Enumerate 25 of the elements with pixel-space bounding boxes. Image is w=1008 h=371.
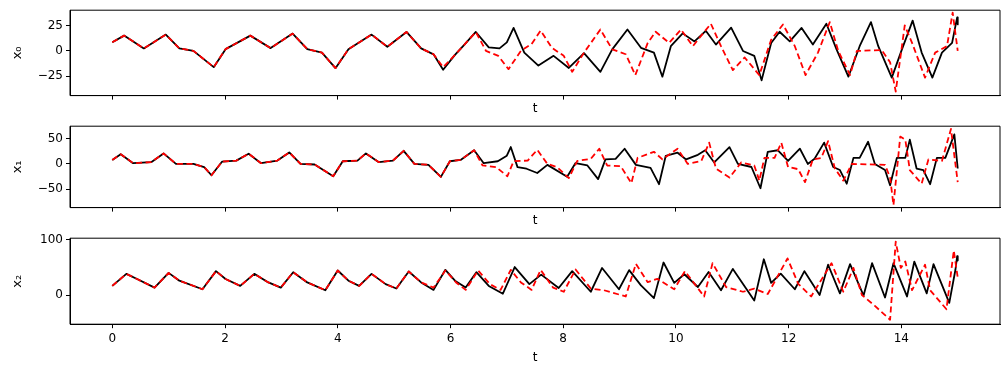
x-tick-label: 10 (668, 330, 684, 345)
x-axis-title: t (532, 100, 538, 115)
y-axis-title: x₂ (9, 274, 25, 288)
line-series (111, 11, 959, 93)
x-axis-title: t (532, 349, 538, 364)
line-series (111, 128, 959, 206)
y-tick-label: 25 (47, 17, 63, 32)
y-axis-title: x₀ (9, 46, 25, 60)
x-tick-label: 4 (333, 330, 342, 345)
y-tick-label: 0 (55, 155, 63, 170)
y-axis-title: x₁ (9, 160, 25, 174)
line-series (111, 240, 959, 321)
x-tick-label: 14 (893, 330, 909, 345)
y-tick-label: 100 (40, 231, 63, 246)
y-tick-label: 0 (55, 287, 63, 302)
y-tick-label: 0 (55, 42, 63, 57)
x-axis-title: t (532, 212, 538, 227)
x-tick-label: 12 (781, 330, 797, 345)
x-tick-label: 8 (559, 330, 567, 345)
y-tick-label: 50 (47, 130, 63, 145)
x-tick-label: 2 (221, 330, 229, 345)
x-tick-label: 0 (108, 330, 117, 345)
y-tick-label: −25 (37, 68, 63, 83)
x-tick-label: 6 (446, 330, 455, 345)
y-tick-label: −50 (37, 181, 63, 196)
